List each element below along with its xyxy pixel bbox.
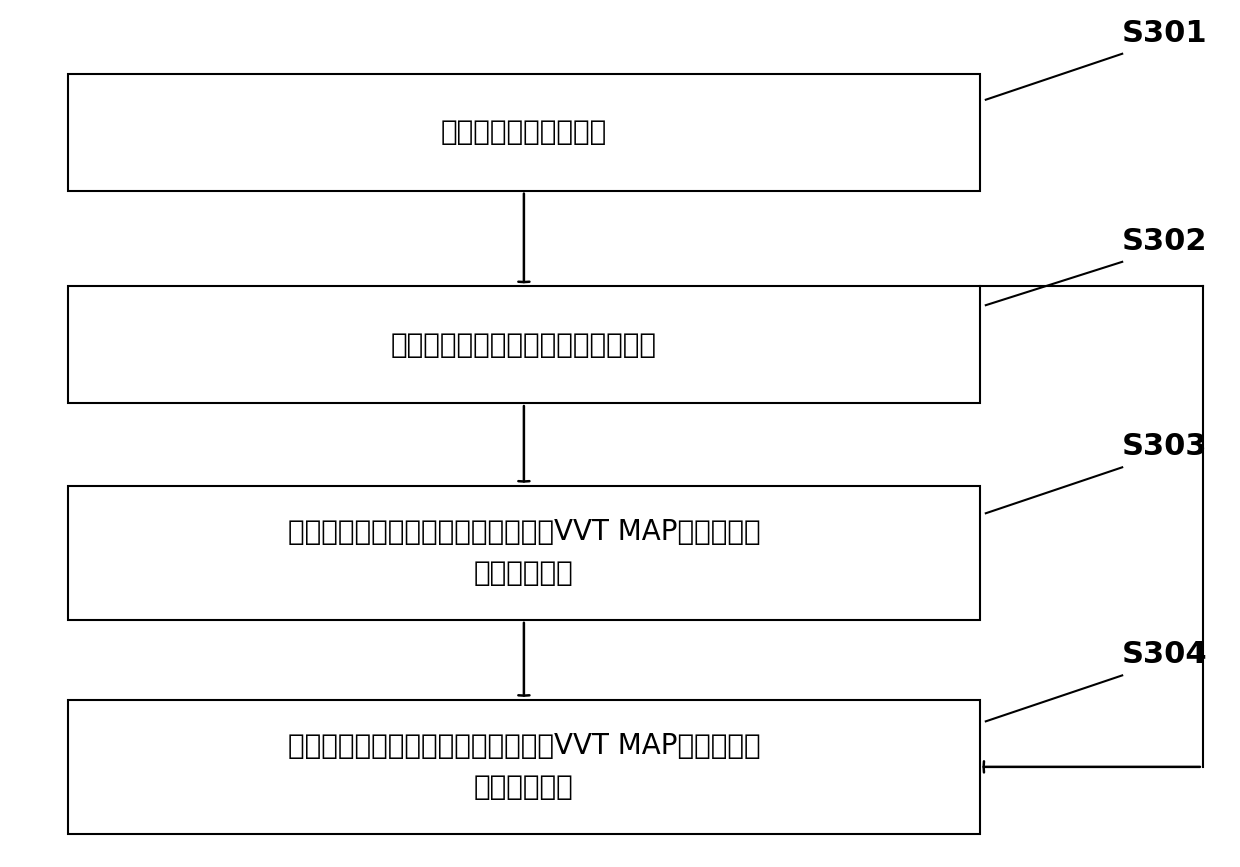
Text: S301: S301: [1122, 19, 1208, 48]
Text: S303: S303: [1122, 433, 1208, 461]
Text: S304: S304: [1122, 641, 1208, 669]
Text: 当发动机处于稳态工况时，根据第一VVT MAP图控制可变
气门正时系统: 当发动机处于稳态工况时，根据第一VVT MAP图控制可变 气门正时系统: [288, 518, 760, 587]
Text: 根据工况参数确定发动机的运行状态: 根据工况参数确定发动机的运行状态: [391, 330, 657, 359]
Bar: [68, 74, 980, 191]
Text: 获取发动机的工况参数: 获取发动机的工况参数: [440, 118, 608, 147]
Bar: [68, 486, 980, 620]
Text: 当发动机处于瞬态工况时，根据第二VVT MAP图控制可变
气门正时系统: 当发动机处于瞬态工况时，根据第二VVT MAP图控制可变 气门正时系统: [288, 733, 760, 801]
Bar: [68, 286, 980, 403]
Text: S302: S302: [1122, 227, 1208, 256]
Bar: [68, 700, 980, 834]
